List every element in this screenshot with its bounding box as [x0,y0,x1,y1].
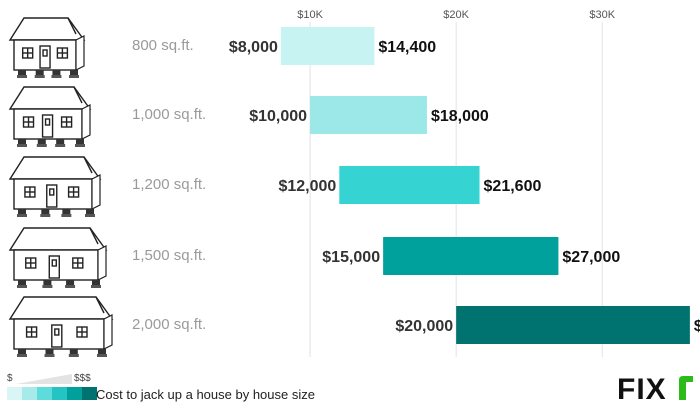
low-value-label: $8,000 [229,39,278,56]
range-bar [310,96,427,134]
high-value-label: $14,400 [378,39,436,56]
legend-low-symbol: $ [7,373,13,384]
legend-swatch [82,387,97,400]
house-size-label: 1,500 sq.ft. [132,247,207,264]
high-value-label: $27,000 [562,249,620,266]
low-value-label: $12,000 [278,178,336,195]
legend-swatch [67,387,82,400]
house-icon [8,17,86,78]
legend-swatch [52,387,67,400]
fixr-logo: FIX [617,372,697,406]
range-bar [280,27,375,65]
legend-swatch [37,387,52,400]
house-size-label: 1,200 sq.ft. [132,176,207,193]
high-value-label: $18,000 [431,108,489,125]
house-icon [8,296,114,357]
low-value-label: $15,000 [322,249,380,266]
legend-high-symbol: $$$ [74,373,91,384]
house-icon [8,86,92,147]
legend-wedge-icon [16,374,72,384]
house-icon [8,156,102,217]
fixr-logo-icon: FIX [617,373,693,406]
fixr-logo-text: FIX [617,373,667,402]
legend-swatch [7,387,22,400]
fixr-r-mark-icon [679,376,693,400]
house-icon [8,227,108,288]
x-tick-label: $10K [297,9,323,21]
high-value-label: $36,000 [694,318,700,335]
x-tick-label: $20K [443,9,469,21]
x-tick-label: $30K [589,9,615,21]
legend-caption: Cost to jack up a house by house size [96,387,315,402]
range-bar [339,166,480,204]
high-value-label: $21,600 [484,178,542,195]
house-size-label: 1,000 sq.ft. [132,106,207,123]
house-size-label: 800 sq.ft. [132,37,194,54]
legend-swatch [22,387,37,400]
x-axis-ticks: $10K $20K $30K [297,9,616,21]
range-bar [383,237,559,275]
low-value-label: $10,000 [249,108,307,125]
range-bar [456,306,690,344]
low-value-label: $20,000 [395,318,453,335]
bars [280,27,690,344]
house-size-label: 2,000 sq.ft. [132,316,207,333]
bar-labels: $8,000 $14,400 $10,000 $18,000 $12,000 $21,60… [229,39,700,335]
